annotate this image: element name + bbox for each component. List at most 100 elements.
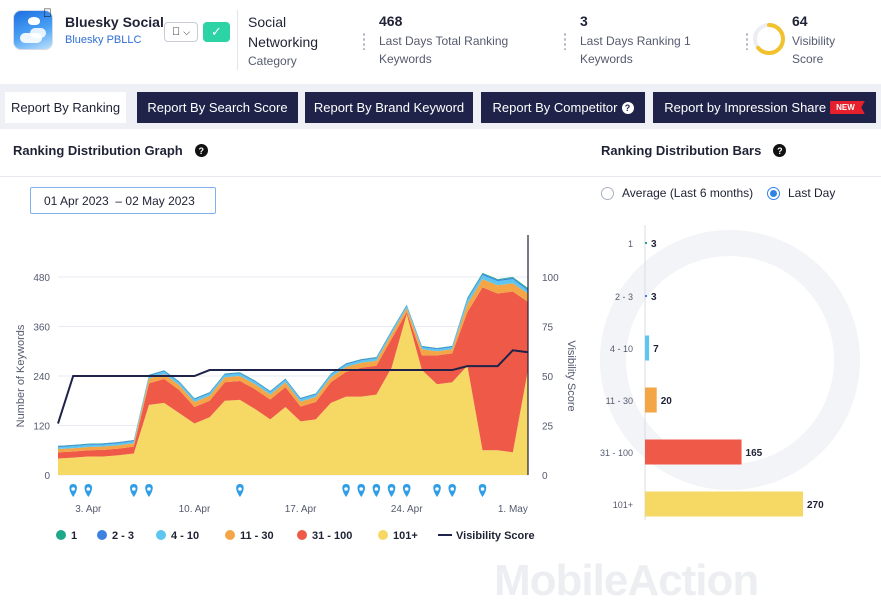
apple-icon:  bbox=[172, 26, 180, 38]
event-marker-pin-icon[interactable] bbox=[130, 484, 138, 497]
radio-label: Average (Last 6 months) bbox=[622, 186, 754, 200]
divider-dots bbox=[563, 32, 567, 50]
bar-value-label: 3 bbox=[651, 292, 657, 303]
bar-101+ bbox=[645, 491, 803, 517]
event-marker-pin-icon[interactable] bbox=[357, 484, 365, 497]
y2-tick-label: 75 bbox=[542, 323, 554, 334]
confirm-button[interactable]: ✓ bbox=[203, 22, 230, 42]
x-tick-label: 3. Apr bbox=[75, 504, 102, 515]
radio-label: Last Day bbox=[788, 186, 836, 200]
event-marker-pin-icon[interactable] bbox=[236, 484, 244, 497]
legend-swatch bbox=[156, 530, 166, 540]
bar-value-label: 165 bbox=[746, 448, 763, 459]
tab-report-by-ranking[interactable]: Report By Ranking bbox=[5, 92, 126, 123]
y2-tick-label: 100 bbox=[542, 273, 559, 284]
event-marker-pin-icon[interactable] bbox=[478, 484, 487, 497]
tab-label: Report By Search Score bbox=[147, 100, 288, 115]
category-label: Category bbox=[248, 54, 297, 68]
event-marker-pin-icon[interactable] bbox=[372, 484, 381, 497]
help-icon[interactable]: ? bbox=[621, 101, 634, 114]
event-marker-pin-icon[interactable] bbox=[448, 484, 456, 497]
tab-label: Report by Impression Share bbox=[664, 100, 827, 115]
bar-category-label: 2 - 3 bbox=[615, 292, 633, 302]
help-icon[interactable]: ? bbox=[773, 144, 787, 157]
legend-label: 11 - 30 bbox=[240, 530, 274, 542]
divider-dots bbox=[362, 32, 366, 50]
radio-last-day[interactable]: Last Day bbox=[767, 186, 835, 200]
app-name: Bluesky Social bbox=[65, 14, 164, 30]
legend-swatch bbox=[56, 530, 66, 540]
date-range-picker[interactable]: 01 Apr 2023 – 02 May 2023 bbox=[30, 187, 216, 214]
y-tick-label: 240 bbox=[33, 372, 50, 383]
chevron-down-icon: ⌵ bbox=[179, 26, 190, 37]
tab-report-by-impression-share[interactable]: Report by Impression Share NEW bbox=[653, 92, 876, 123]
y-tick-label: 0 bbox=[44, 471, 50, 482]
bar-value-label: 20 bbox=[661, 396, 673, 407]
platform-dropdown[interactable]:  ⌵ bbox=[164, 22, 198, 42]
divider-dots bbox=[745, 32, 749, 50]
bar-2-3 bbox=[645, 295, 647, 297]
legend-item[interactable]: 2 - 3 bbox=[97, 530, 134, 542]
legend-swatch bbox=[225, 530, 235, 540]
graph-title: Ranking Distribution Graph bbox=[13, 143, 183, 158]
bar-4-10 bbox=[645, 335, 650, 361]
tab-report-by-competitor[interactable]: Report By Competitor ? bbox=[481, 92, 645, 123]
event-marker-pin-icon[interactable] bbox=[342, 484, 350, 497]
apple-icon:  bbox=[43, 6, 52, 20]
x-tick-label: 10. Apr bbox=[179, 504, 211, 515]
tab-report-by-search-score[interactable]: Report By Search Score bbox=[137, 92, 298, 123]
legend-swatch bbox=[97, 530, 107, 540]
stat-total-keywords-label: Last Days Total Ranking Keywords bbox=[379, 34, 509, 66]
new-badge: NEW bbox=[830, 101, 865, 114]
category-title: Social Networking bbox=[248, 14, 319, 50]
event-marker-pin-icon[interactable] bbox=[433, 484, 441, 497]
help-icon[interactable]: ? bbox=[194, 144, 208, 157]
event-marker-pin-icon[interactable] bbox=[69, 484, 77, 497]
event-marker-pin-icon[interactable] bbox=[387, 484, 396, 497]
bar-category-label: 101+ bbox=[613, 500, 633, 510]
stat-rank1-value: 3 bbox=[580, 13, 588, 29]
y2-tick-label: 50 bbox=[542, 372, 554, 383]
bar-category-label: 4 - 10 bbox=[610, 344, 633, 354]
legend-item[interactable]: 4 - 10 bbox=[156, 530, 199, 542]
y-tick-label: 360 bbox=[33, 323, 50, 334]
ranking-distribution-graph: 0 120 240 360 480 0 25 50 75 100 3. Apr 10. Apr 17. … bbox=[15, 235, 577, 542]
radio-button[interactable] bbox=[601, 186, 614, 200]
app-developer-link[interactable]: Bluesky PBLLC bbox=[65, 34, 142, 46]
watermark-logo: MobileAction bbox=[494, 556, 759, 605]
visibility-score-line bbox=[57, 349, 529, 424]
legend-label: 31 - 100 bbox=[312, 530, 352, 542]
bar-1 bbox=[645, 242, 647, 244]
legend-item[interactable]: 101+ bbox=[378, 530, 418, 542]
event-marker-pin-icon[interactable] bbox=[402, 484, 411, 497]
legend-label: 4 - 10 bbox=[171, 530, 199, 542]
y-tick-label: 480 bbox=[33, 273, 50, 284]
bar-category-label: 31 - 100 bbox=[600, 448, 633, 458]
bars-title: Ranking Distribution Bars bbox=[601, 143, 762, 158]
x-tick-label: 1. May bbox=[498, 504, 528, 515]
app-icon[interactable] bbox=[13, 10, 53, 50]
legend-item[interactable]: 11 - 30 bbox=[225, 530, 274, 542]
bar-category-label: 11 - 30 bbox=[606, 396, 633, 406]
tab-report-by-brand-keyword[interactable]: Report By Brand Keyword bbox=[305, 92, 473, 123]
bar-category-label: 1 bbox=[628, 239, 633, 249]
stat-total-keywords-value: 468 bbox=[379, 13, 403, 29]
legend-item[interactable]: Visibility Score bbox=[438, 530, 535, 542]
radio-button-selected[interactable] bbox=[767, 186, 780, 200]
event-marker-pin-icon[interactable] bbox=[84, 484, 93, 497]
y2-tick-label: 25 bbox=[542, 422, 554, 433]
divider bbox=[237, 10, 238, 70]
bars-section-title: Ranking Distribution Bars ? bbox=[601, 143, 787, 158]
legend-item[interactable]: 1 bbox=[56, 530, 77, 542]
bar-31-100 bbox=[645, 439, 742, 465]
tab-label: Report By Competitor bbox=[492, 100, 618, 115]
stat-visibility-value: 64 bbox=[792, 13, 808, 29]
app-header:  Bluesky Social Bluesky PBLLC  ⌵ ✓ Soc… bbox=[0, 0, 881, 84]
event-marker-pin-icon[interactable] bbox=[145, 484, 153, 497]
visibility-score-ring bbox=[753, 23, 785, 55]
legend-item[interactable]: 31 - 100 bbox=[297, 530, 352, 542]
y-axis-label: Number of Keywords bbox=[15, 324, 27, 427]
radio-average[interactable]: Average (Last 6 months) bbox=[601, 186, 753, 200]
x-tick-label: 17. Apr bbox=[285, 504, 317, 515]
legend-label: 1 bbox=[71, 530, 77, 542]
